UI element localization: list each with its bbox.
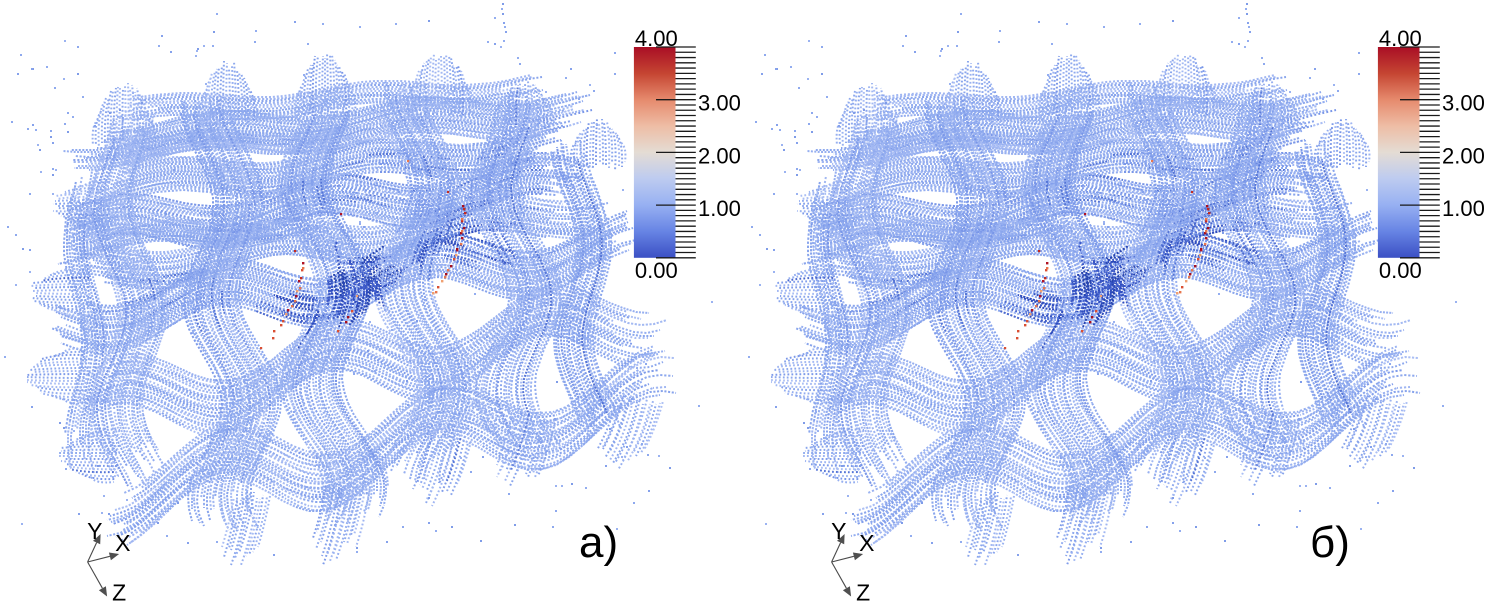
svg-text:X: X	[115, 530, 130, 556]
svg-text:0.00: 0.00	[635, 258, 678, 283]
svg-text:4.00: 4.00	[635, 26, 678, 51]
svg-text:1.00: 1.00	[698, 196, 741, 221]
svg-text:а): а)	[579, 518, 618, 567]
svg-text:Y: Y	[87, 518, 102, 544]
svg-text:б): б)	[1310, 518, 1350, 567]
svg-text:2.00: 2.00	[698, 143, 741, 168]
svg-text:Z: Z	[112, 580, 126, 606]
svg-text:3.00: 3.00	[698, 91, 741, 116]
